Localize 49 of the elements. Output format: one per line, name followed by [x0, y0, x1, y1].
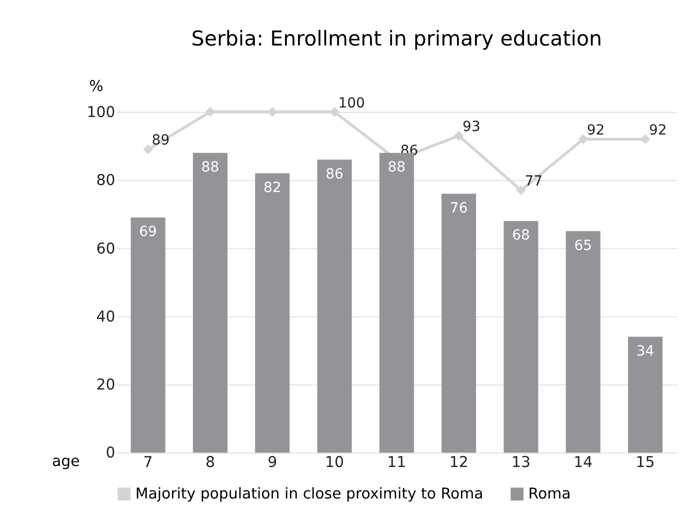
x-tick-label: 9	[268, 453, 278, 472]
point	[578, 134, 588, 144]
data-label: 86	[326, 166, 344, 182]
data-label: 93	[462, 119, 480, 136]
point	[454, 130, 464, 141]
data-label: 34	[636, 343, 654, 360]
x-tick-label: 7	[143, 453, 153, 472]
x-axis-title: age	[52, 452, 80, 470]
data-label: 100	[338, 95, 365, 112]
y-tick-label: 80	[96, 171, 116, 190]
bar	[504, 220, 538, 453]
chart-title: Serbia: Enrollment in primary education	[191, 26, 602, 51]
data-label: 92	[586, 122, 605, 139]
data-label: 89	[152, 132, 170, 149]
y-tick-label: 60	[96, 239, 116, 258]
legend-label: Majority population in close proximity to Roma	[135, 484, 484, 503]
x-tick-label: 10	[325, 453, 344, 472]
x-tick-label: 11	[387, 453, 406, 472]
data-label: 88	[201, 159, 220, 176]
y-tick-label: 0	[106, 444, 116, 462]
bar	[628, 336, 663, 453]
x-tick-label: 15	[636, 453, 655, 472]
x-tick-label: 8	[205, 453, 215, 472]
data-label: 68	[512, 228, 530, 244]
bar	[566, 231, 600, 453]
bar	[130, 218, 166, 453]
data-label: 77	[524, 174, 543, 190]
x-tick-label: 13	[511, 453, 530, 472]
bar	[255, 173, 290, 453]
data-label: 65	[574, 238, 592, 254]
point	[516, 185, 526, 196]
y-tick-label: 40	[96, 307, 116, 326]
x-tick-label: 12	[449, 453, 468, 472]
bar	[192, 152, 228, 453]
data-label: 76	[450, 200, 468, 216]
bar	[317, 160, 352, 453]
legend-label: Roma	[528, 484, 571, 503]
data-label: 88	[388, 159, 406, 176]
y-axis-title: %	[89, 76, 104, 95]
y-tick-label: 20	[96, 376, 116, 394]
data-label: 82	[263, 180, 282, 196]
point	[330, 107, 340, 117]
x-tick-label: 14	[574, 453, 593, 472]
bar	[442, 194, 476, 453]
point	[640, 134, 650, 144]
y-tick-label: 100	[86, 103, 116, 122]
data-label: 92	[649, 122, 667, 139]
point	[143, 144, 153, 154]
data-label: 69	[139, 224, 157, 240]
